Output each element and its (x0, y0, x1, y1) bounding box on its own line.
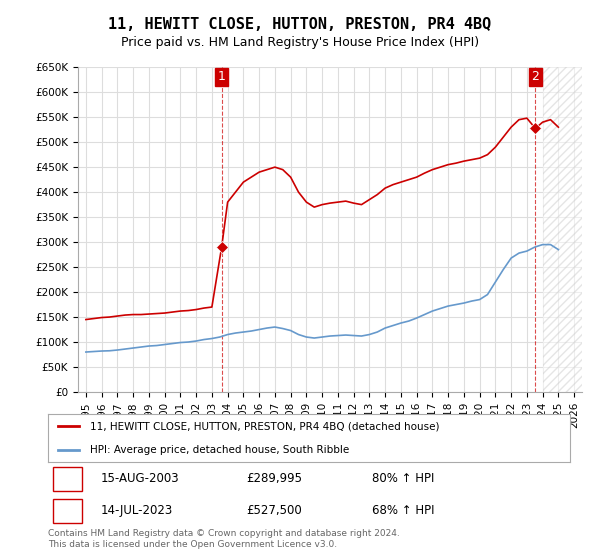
Text: 80% ↑ HPI: 80% ↑ HPI (371, 472, 434, 486)
Text: Price paid vs. HM Land Registry's House Price Index (HPI): Price paid vs. HM Land Registry's House … (121, 36, 479, 49)
Text: 11, HEWITT CLOSE, HUTTON, PRESTON, PR4 4BQ: 11, HEWITT CLOSE, HUTTON, PRESTON, PR4 4… (109, 17, 491, 32)
Text: 2: 2 (532, 71, 539, 83)
Text: 14-JUL-2023: 14-JUL-2023 (100, 505, 172, 517)
Bar (542, 67, 582, 392)
Bar (53, 466, 82, 491)
Text: 68% ↑ HPI: 68% ↑ HPI (371, 505, 434, 517)
Text: Contains HM Land Registry data © Crown copyright and database right 2024.
This d: Contains HM Land Registry data © Crown c… (48, 529, 400, 549)
Text: 1: 1 (63, 472, 71, 486)
Text: £289,995: £289,995 (247, 472, 302, 486)
Text: HPI: Average price, detached house, South Ribble: HPI: Average price, detached house, Sout… (90, 445, 349, 455)
Text: 11, HEWITT CLOSE, HUTTON, PRESTON, PR4 4BQ (detached house): 11, HEWITT CLOSE, HUTTON, PRESTON, PR4 4… (90, 421, 439, 431)
Text: 15-AUG-2003: 15-AUG-2003 (100, 472, 179, 486)
Bar (53, 499, 82, 523)
Text: 1: 1 (218, 71, 226, 83)
Text: 2: 2 (63, 505, 71, 517)
Text: £527,500: £527,500 (247, 505, 302, 517)
